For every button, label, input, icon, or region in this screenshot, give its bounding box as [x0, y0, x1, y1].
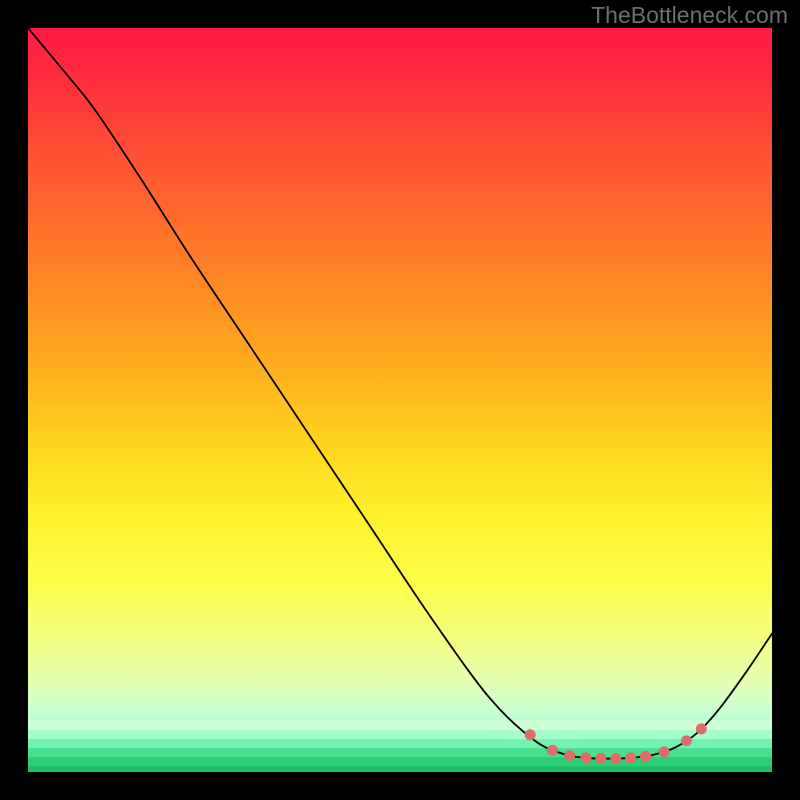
data-marker — [525, 729, 536, 740]
data-marker — [640, 751, 651, 762]
plot-area — [28, 28, 772, 772]
data-marker — [681, 735, 692, 746]
chart-background — [28, 28, 772, 772]
figure-frame: TheBottleneck.com — [0, 0, 800, 800]
data-marker — [581, 752, 592, 763]
data-marker — [595, 753, 606, 764]
data-marker — [610, 753, 621, 764]
bottom-band — [28, 766, 772, 772]
bottom-band — [28, 720, 772, 730]
bottom-band — [28, 757, 772, 766]
chart-svg — [28, 28, 772, 772]
data-marker — [547, 745, 558, 756]
data-marker — [625, 752, 636, 763]
bottom-band — [28, 730, 772, 739]
data-marker — [696, 723, 707, 734]
data-marker — [564, 750, 575, 761]
data-marker — [659, 746, 670, 757]
bottom-band — [28, 739, 772, 748]
watermark-text: TheBottleneck.com — [591, 2, 788, 29]
